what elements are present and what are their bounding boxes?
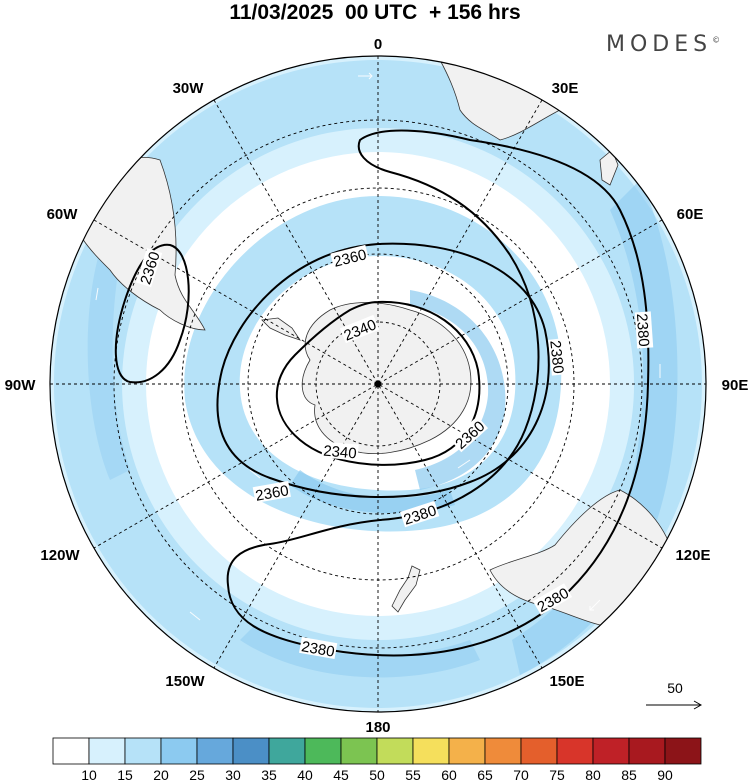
colorbar-tick-label: 50 <box>369 767 385 782</box>
colorbar-swatch <box>628 737 666 765</box>
colorbar-swatch <box>232 737 270 765</box>
map-title: 11/03/2025 00 UTC + 156 hrs <box>229 1 521 24</box>
lon-label-90w: 90W <box>5 377 37 394</box>
colorbar-swatch <box>592 737 630 765</box>
lon-label-150e: 150E <box>549 673 584 690</box>
reference-vector: 50 <box>646 680 703 710</box>
contour-label: 2380 <box>546 340 566 375</box>
reference-arrowhead <box>693 700 703 710</box>
colorbar-tick-label: 75 <box>549 767 565 782</box>
colorbar-swatch <box>268 737 306 765</box>
colorbar-tick-label: 20 <box>153 767 169 782</box>
graticule <box>50 56 706 712</box>
copyright-mark: © <box>712 35 721 45</box>
colorbar-tick-label: 45 <box>333 767 349 782</box>
colorbar: 10 15 20 25 30 35 40 45 50 55 60 65 70 75 80 85 90 <box>52 737 702 782</box>
lon-label-90e: 90E <box>722 377 749 394</box>
lon-label-180: 180 <box>365 719 390 736</box>
colorbar-tick-label: 30 <box>225 767 241 782</box>
colorbar-tick-label: 15 <box>117 767 133 782</box>
lon-label-30e: 30E <box>552 80 579 97</box>
lon-label-60e: 60E <box>677 206 704 223</box>
colorbar-tick-label: 35 <box>261 767 277 782</box>
colorbar-swatch <box>448 737 486 765</box>
colorbar-swatch <box>124 737 162 765</box>
lon-label-150w: 150W <box>165 673 205 690</box>
contour-label: 2340 <box>323 443 358 463</box>
wind-vectors <box>95 72 661 621</box>
colorbar-tick-label: 10 <box>81 767 97 782</box>
lon-label-60w: 60W <box>47 206 79 223</box>
colorbar-swatch <box>304 737 342 765</box>
antarctic-peninsula <box>261 317 301 341</box>
colorbar-swatch <box>520 737 558 765</box>
colorbar-tick-label: 85 <box>621 767 637 782</box>
colorbar-swatch <box>160 737 198 765</box>
height-contours <box>114 129 650 657</box>
longitude-labels: 0 30E 60E 90E 120E 150E 180 150W 120W 90… <box>5 36 749 736</box>
colorbar-tick-label: 55 <box>405 767 421 782</box>
colorbar-tick-label: 70 <box>513 767 529 782</box>
new-zealand <box>391 565 421 613</box>
colorbar-tick-label: 80 <box>585 767 601 782</box>
contour-label: 2380 <box>633 313 652 347</box>
contour-2380 <box>226 129 650 657</box>
colorbar-swatch <box>340 737 378 765</box>
colorbar-tick-label: 60 <box>441 767 457 782</box>
colorbar-tick-label: 90 <box>657 767 673 782</box>
colorbar-tick-label: 40 <box>297 767 313 782</box>
reference-vector-label: 50 <box>667 680 683 696</box>
contour-label: 2360 <box>254 482 290 505</box>
contour-2360-west <box>114 243 190 384</box>
lon-label-120w: 120W <box>40 547 80 564</box>
colorbar-tick-label: 25 <box>189 767 205 782</box>
lon-label-120e: 120E <box>675 547 710 564</box>
contour-label: 2380 <box>300 638 336 661</box>
lon-label-0: 0 <box>374 36 382 53</box>
colorbar-swatch <box>484 737 522 765</box>
colorbar-swatch <box>664 737 702 765</box>
south-pole-marker <box>374 380 382 388</box>
logo-text: MODES <box>606 32 713 57</box>
modes-logo: MODES© <box>606 32 720 57</box>
lon-label-30w: 30W <box>173 80 205 97</box>
colorbar-swatch <box>196 737 234 765</box>
contour-2360 <box>216 242 550 499</box>
colorbar-tick-label: 65 <box>477 767 493 782</box>
colorbar-swatch <box>376 737 414 765</box>
colorbar-swatch <box>556 737 594 765</box>
colorbar-swatch <box>412 737 450 765</box>
colorbar-swatch <box>52 737 90 765</box>
map-border <box>49 55 707 713</box>
antarctica <box>301 302 472 455</box>
colorbar-swatch <box>88 737 126 765</box>
